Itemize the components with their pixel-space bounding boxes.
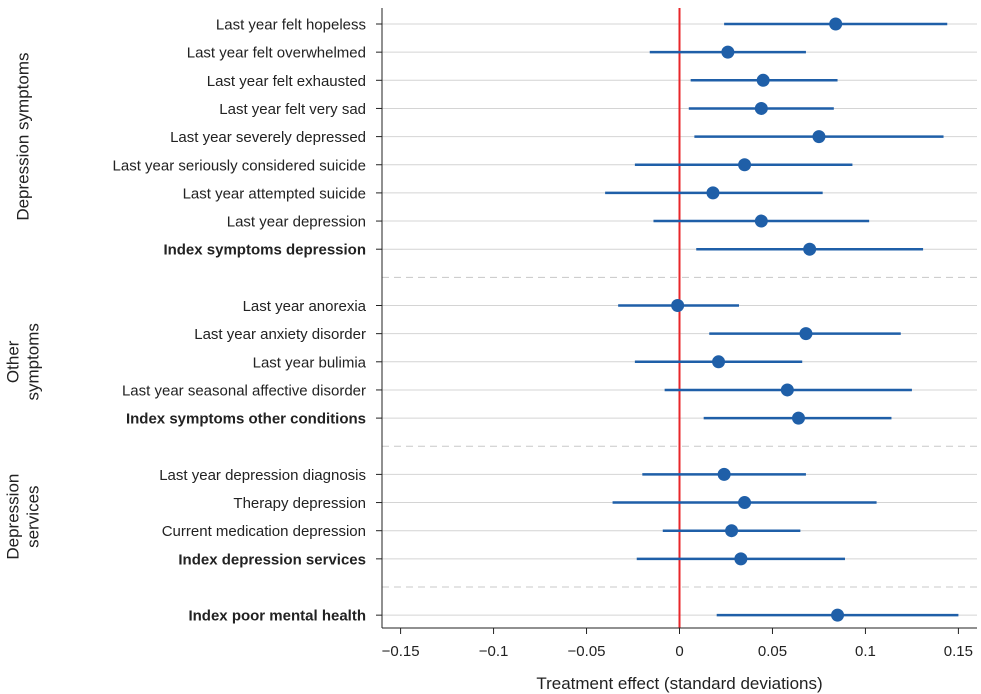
row-label: Therapy depression — [233, 495, 366, 512]
point-estimate — [756, 73, 770, 87]
group-labels: Depression symptoms Other symptoms Depressi… — [3, 53, 42, 560]
x-tick-label: −0.15 — [382, 643, 420, 660]
row-label: Last year felt very sad — [219, 101, 366, 118]
row-label: Index symptoms depression — [163, 242, 366, 259]
group-label: Depression — [3, 474, 22, 560]
point-estimate — [812, 130, 826, 144]
row-label: Last year attempted suicide — [183, 185, 366, 202]
point-estimate — [799, 327, 813, 341]
group-label: Other — [3, 340, 22, 383]
point-estimate — [803, 242, 817, 256]
point-estimate — [671, 299, 685, 312]
x-tick-label: 0.15 — [944, 643, 973, 660]
group-label: symptoms — [23, 323, 42, 400]
x-axis-title: Treatment effect (standard deviations) — [536, 674, 822, 693]
point-estimate — [780, 383, 794, 397]
group-label: services — [23, 485, 42, 547]
point-estimate — [792, 411, 805, 425]
row-label: Last year felt exhausted — [207, 73, 366, 90]
point-estimate — [717, 467, 731, 481]
row-label: Last year depression diagnosis — [159, 467, 366, 484]
row-label: Last year severely depressed — [170, 129, 366, 146]
row-label: Current medication depression — [162, 523, 366, 540]
point-estimates — [671, 17, 845, 622]
row-label: Last year depression — [227, 214, 366, 231]
point-estimate — [754, 101, 768, 115]
point-estimate — [829, 17, 843, 31]
row-label: Index symptoms other conditions — [126, 411, 366, 428]
row-label: Last year anorexia — [243, 298, 367, 315]
x-tick-label: 0.1 — [855, 643, 876, 660]
row-label: Last year seriously considered suicide — [113, 157, 366, 174]
x-axis: −0.15 −0.1 −0.05 0 0.05 0.1 0.15 — [376, 8, 977, 660]
point-estimate — [734, 552, 748, 566]
point-estimate — [712, 355, 726, 369]
point-estimate — [738, 496, 752, 510]
row-label: Last year seasonal affective disorder — [122, 382, 366, 399]
x-tick-label: 0.05 — [758, 643, 787, 660]
row-label: Last year felt overwhelmed — [187, 45, 366, 62]
row-label: Last year anxiety disorder — [194, 326, 366, 343]
row-label: Index poor mental health — [188, 608, 366, 625]
point-estimate — [721, 45, 735, 59]
point-estimate — [754, 214, 768, 228]
group-separators — [382, 276, 977, 588]
point-estimate — [706, 186, 720, 200]
point-estimate — [738, 158, 752, 172]
point-estimate — [831, 608, 845, 622]
x-tick-label: −0.05 — [568, 643, 606, 660]
row-label: Last year felt hopeless — [216, 17, 366, 34]
row-label: Index depression services — [178, 551, 366, 568]
row-labels: Last year felt hopeless Last year felt ov… — [113, 17, 367, 625]
point-estimate — [725, 524, 739, 538]
confidence-intervals — [605, 22, 959, 617]
x-tick-label: 0 — [675, 643, 683, 660]
group-label: Depression symptoms — [13, 53, 32, 221]
row-label: Last year bulimia — [253, 354, 367, 371]
x-tick-label: −0.1 — [479, 643, 509, 660]
